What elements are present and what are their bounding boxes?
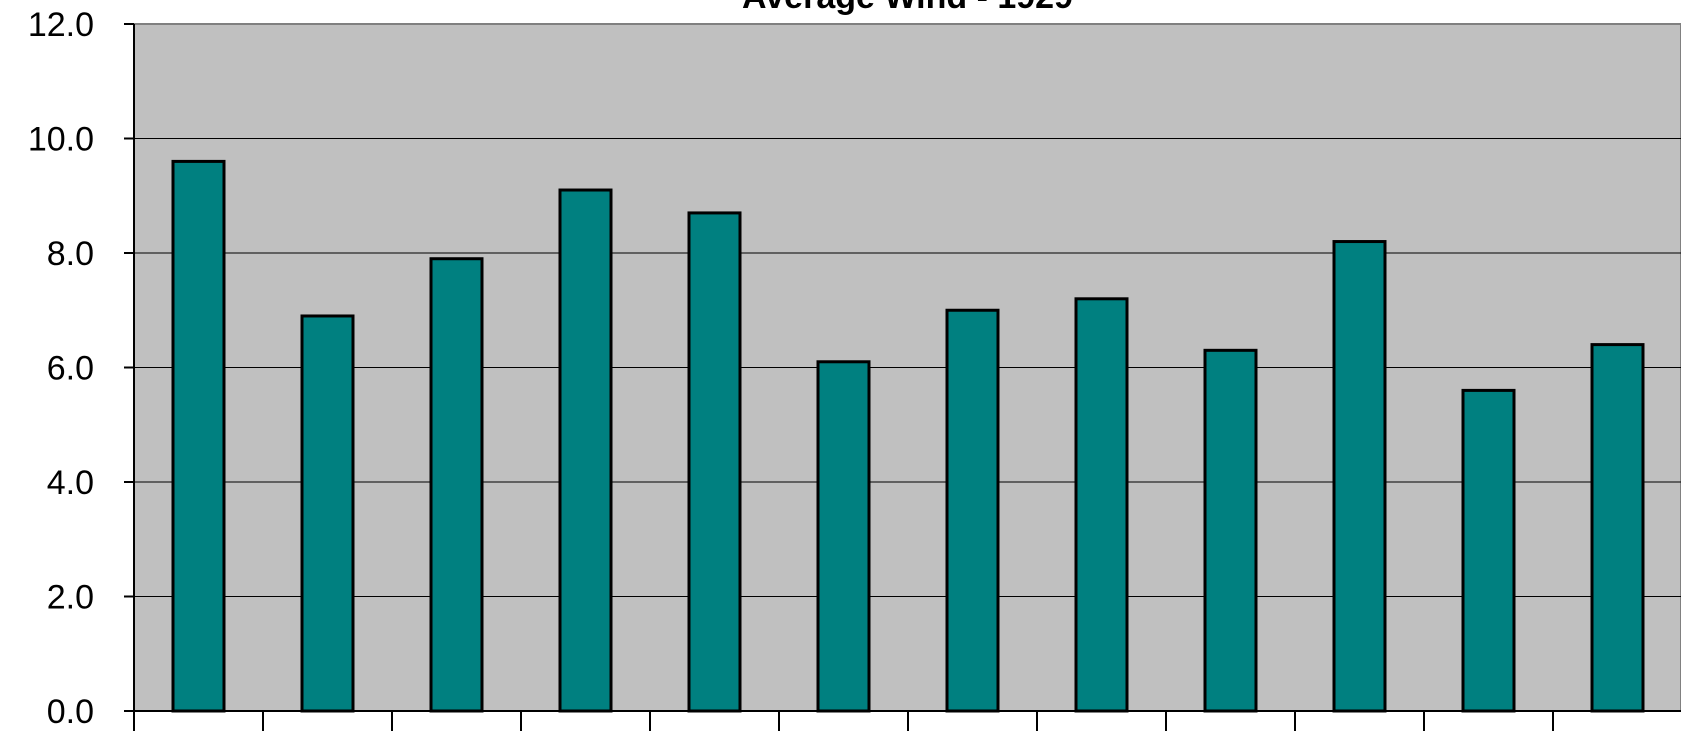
bar <box>171 159 226 713</box>
bar <box>816 360 871 713</box>
bar <box>687 211 742 713</box>
y-tick-label: 0.0 <box>47 693 94 731</box>
bar <box>945 308 1000 713</box>
y-tick-labels: 0.0 2.0 4.0 6.0 8.0 10.0 12.0 <box>28 6 134 731</box>
bars <box>171 159 1645 713</box>
bar <box>1461 388 1516 713</box>
bar <box>1332 240 1387 713</box>
y-tick-label: 12.0 <box>28 6 94 44</box>
y-tick-label: 6.0 <box>47 350 94 388</box>
y-tick-label: 2.0 <box>47 579 94 617</box>
bar <box>1590 343 1645 713</box>
bar <box>558 188 613 713</box>
bar <box>429 257 484 713</box>
y-tick-label: 8.0 <box>47 235 94 273</box>
bar <box>1074 297 1129 713</box>
y-tick-label: 4.0 <box>47 464 94 502</box>
bar <box>1203 348 1258 713</box>
chart-title: Average Wind - 1929 <box>742 0 1073 16</box>
gridlines <box>134 138 1681 597</box>
bar <box>300 314 355 713</box>
y-tick-label: 10.0 <box>28 121 94 159</box>
